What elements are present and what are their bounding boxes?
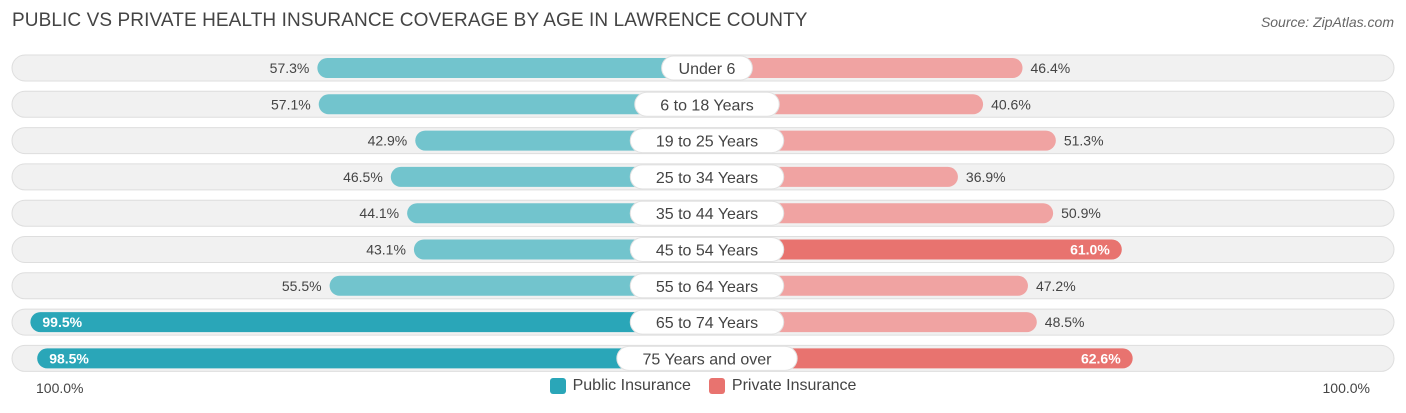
value-label-public: 42.9% (368, 133, 408, 149)
category-label: 25 to 34 Years (656, 170, 758, 187)
chart-canvas: 57.3% 46.4% Under 6 57.1% 40.6% 6 to 18 Years… (11, 54, 1395, 372)
category-pill (629, 273, 785, 299)
value-label-public: 57.1% (271, 96, 311, 112)
value-label-private: 62.6% (1081, 350, 1121, 366)
category-label: 35 to 44 Years (656, 206, 758, 223)
bar-private (707, 312, 1037, 333)
bar-public (318, 94, 707, 115)
value-label-private: 36.9% (966, 169, 1006, 185)
bar-private (707, 203, 1054, 224)
legend-swatch-private (708, 378, 725, 394)
legend-label-public: Public Insurance (572, 377, 691, 394)
bar-public (317, 58, 707, 78)
category-pill (629, 200, 785, 226)
value-label-public: 44.1% (359, 205, 399, 221)
category-pill (629, 164, 785, 190)
value-label-private: 40.6% (991, 96, 1031, 112)
bar-private (707, 58, 1023, 78)
value-label-public: 57.3% (270, 60, 310, 76)
category-label: Under 6 (679, 61, 736, 78)
bar-private (707, 348, 1133, 369)
legend-item-private[interactable]: Private Insurance (708, 377, 857, 395)
legend: Public Insurance Private Insurance (0, 377, 1406, 395)
bar-public (30, 312, 707, 333)
category-pill (629, 237, 785, 262)
legend-swatch-public (549, 378, 566, 394)
value-label-public: 55.5% (282, 278, 322, 294)
legend-label-private: Private Insurance (731, 377, 857, 394)
bar-public (329, 275, 707, 296)
category-label: 65 to 74 Years (656, 315, 758, 332)
chart-title: PUBLIC VS PRIVATE HEALTH INSURANCE COVER… (12, 10, 808, 31)
category-label: 19 to 25 Years (656, 134, 758, 151)
category-label: 45 to 54 Years (656, 243, 758, 260)
bar-private (707, 130, 1056, 151)
value-label-private: 51.3% (1064, 133, 1104, 149)
value-label-public: 46.5% (343, 169, 383, 185)
value-label-private: 47.2% (1036, 278, 1076, 294)
category-pill (616, 345, 798, 371)
axis-right-label: 100.0% (1322, 380, 1370, 396)
legend-item-public[interactable]: Public Insurance (549, 377, 691, 395)
category-pill (634, 91, 780, 117)
category-pill (629, 309, 785, 335)
bar-public (390, 166, 707, 187)
value-label-private: 50.9% (1061, 205, 1101, 221)
value-label-private: 48.5% (1045, 314, 1085, 330)
category-pill (629, 128, 785, 154)
value-label-public: 99.5% (42, 314, 82, 330)
chart-source: Source: ZipAtlas.com (1260, 14, 1394, 30)
category-label: 55 to 64 Years (656, 279, 758, 296)
value-label-public: 43.1% (366, 242, 406, 258)
axis-left-label: 100.0% (36, 380, 84, 396)
value-label-private: 61.0% (1070, 242, 1110, 258)
bar-public (37, 348, 707, 369)
value-label-public: 98.5% (49, 350, 89, 366)
bar-private (707, 239, 1122, 260)
bar-private (707, 275, 1028, 296)
category-label: 6 to 18 Years (660, 97, 753, 114)
value-label-private: 46.4% (1031, 60, 1071, 76)
category-pill (661, 55, 753, 81)
category-label: 75 Years and over (643, 351, 773, 368)
